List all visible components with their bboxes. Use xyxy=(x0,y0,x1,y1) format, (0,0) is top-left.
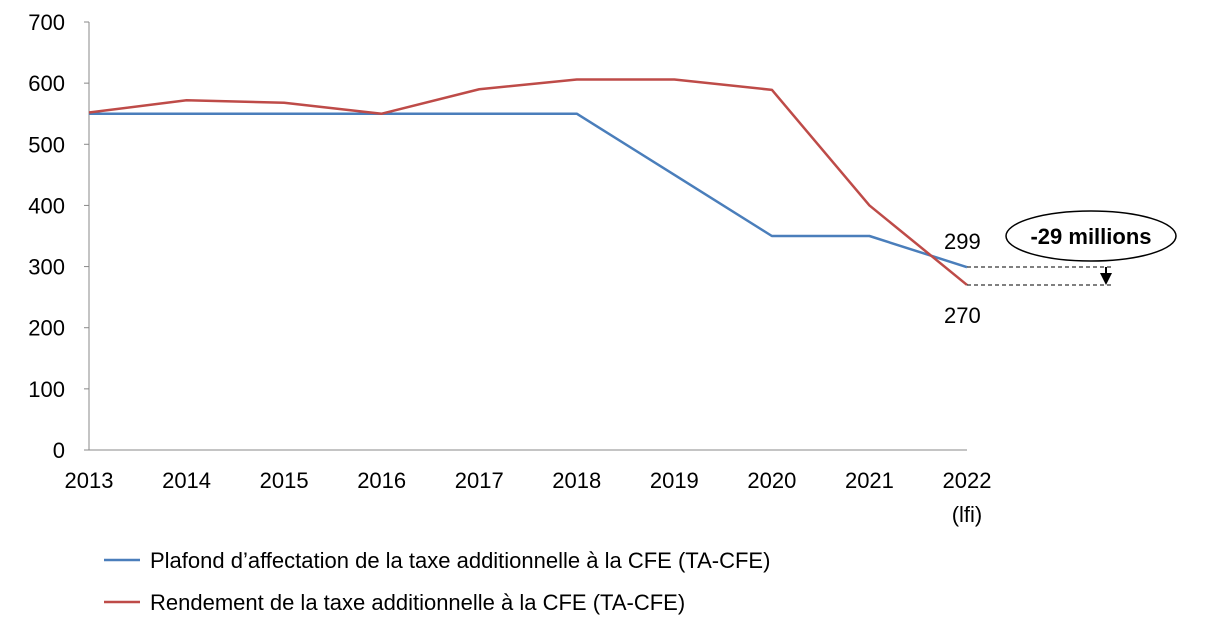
x-tick-label: 2021 xyxy=(845,468,894,493)
series-group xyxy=(88,78,968,286)
y-tick-label: 400 xyxy=(28,193,65,218)
y-tick-label: 600 xyxy=(28,71,65,96)
x-tick-label: 2019 xyxy=(650,468,699,493)
y-tick-label: 100 xyxy=(28,377,65,402)
data-label-2022-rendement: 270 xyxy=(944,303,981,328)
x-tick-label: 2015 xyxy=(260,468,309,493)
series-line-1 xyxy=(88,78,968,286)
y-tick-label: 200 xyxy=(28,316,65,341)
y-tick-label: 700 xyxy=(28,10,65,35)
x-tick-sublabel: (lfi) xyxy=(952,502,983,527)
difference-arrow-icon xyxy=(1100,273,1112,285)
x-tick-label: 2014 xyxy=(162,468,211,493)
x-tick-label: 2013 xyxy=(65,468,114,493)
legend-label-plafond: Plafond d’affectation de la taxe additio… xyxy=(150,548,770,573)
y-tick-label: 500 xyxy=(28,132,65,157)
x-tick-label: 2017 xyxy=(455,468,504,493)
x-tick-label: 2018 xyxy=(552,468,601,493)
legend: Plafond d’affectation de la taxe additio… xyxy=(104,548,770,615)
axes: 0 100 200 300 400 500 600 700 2013 2014 2015 2016 20… xyxy=(28,10,991,527)
x-tick-label: 2022 xyxy=(943,468,992,493)
data-label-2022-plafond: 299 xyxy=(944,229,981,254)
y-tick-label: 0 xyxy=(53,438,65,463)
series-line-0 xyxy=(89,112,968,269)
legend-label-rendement: Rendement de la taxe additionnelle à la … xyxy=(150,590,685,615)
x-tick-label: 2020 xyxy=(747,468,796,493)
annotation-text: -29 millions xyxy=(1030,224,1151,249)
annotation-ellipse xyxy=(1005,210,1177,262)
x-tick-label: 2016 xyxy=(357,468,406,493)
y-tick-label: 300 xyxy=(28,255,65,280)
